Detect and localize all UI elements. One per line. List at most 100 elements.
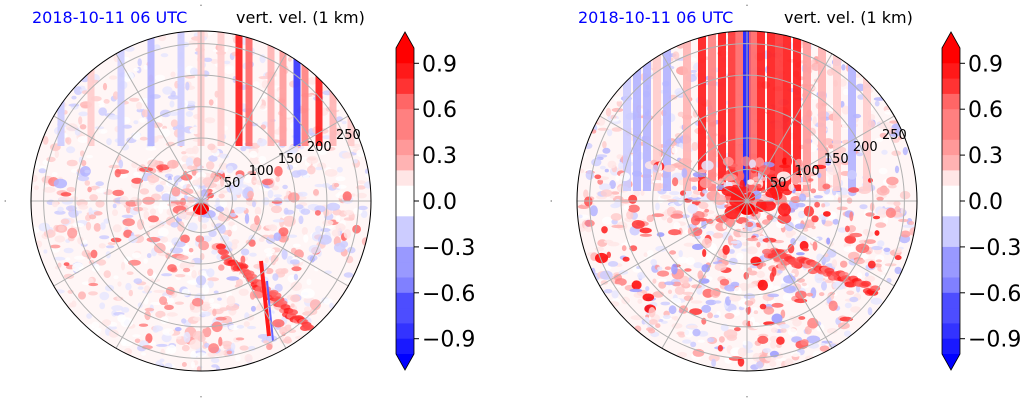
field-cell <box>840 161 851 166</box>
field-cell <box>603 289 613 294</box>
turbulent-cell <box>268 234 275 239</box>
field-cell <box>900 230 911 238</box>
turbulent-cell <box>628 194 638 204</box>
field-cell <box>718 336 725 343</box>
field-cell <box>746 246 758 255</box>
field-cell <box>156 135 165 139</box>
turbulent-cell <box>727 235 734 246</box>
turbulent-cell <box>694 217 708 222</box>
field-cell <box>713 300 722 304</box>
turbulent-cell <box>157 205 171 210</box>
turbulent-cell <box>236 324 245 329</box>
colorbar-segment <box>396 170 414 187</box>
field-cell <box>82 239 88 245</box>
field-cell <box>38 168 47 174</box>
field-cell <box>181 344 190 352</box>
turbulent-cell <box>722 175 736 182</box>
turbulent-cell <box>233 206 245 214</box>
updraft-streak <box>663 31 671 191</box>
field-cell <box>71 95 77 100</box>
turbulent-cell <box>133 171 144 177</box>
turbulent-cell <box>650 259 657 266</box>
turbulent-cell <box>183 267 191 273</box>
field-cell <box>600 280 608 285</box>
turbulent-cell <box>771 313 783 324</box>
field-cell <box>91 321 100 329</box>
turbulent-cell <box>704 208 710 213</box>
turbulent-cell <box>632 170 642 177</box>
turbulent-cell <box>670 213 684 219</box>
field-cell <box>343 272 354 278</box>
field-cell <box>256 138 267 147</box>
turbulent-cell <box>145 333 153 344</box>
turbulent-cell <box>159 296 168 305</box>
field-cell <box>607 261 619 267</box>
turbulent-cell <box>72 262 84 273</box>
field-cell <box>275 176 280 183</box>
field-cell <box>185 111 194 117</box>
turbulent-cell <box>844 235 856 244</box>
field-cell <box>207 143 216 151</box>
field-cell <box>678 332 686 338</box>
field-cell <box>705 299 717 306</box>
field-cell <box>140 352 147 356</box>
turbulent-cell <box>180 188 194 195</box>
turbulent-cell <box>747 267 753 272</box>
field-cell <box>317 150 328 155</box>
turbulent-cell <box>601 226 608 234</box>
field-cell <box>763 306 775 315</box>
turbulent-cell <box>108 164 120 169</box>
field-cell <box>610 191 620 195</box>
field-cell <box>637 298 643 304</box>
field-cell <box>315 225 322 233</box>
field-cell <box>73 255 86 260</box>
field-cell <box>678 250 683 258</box>
turbulent-cell <box>715 214 729 223</box>
turbulent-cell <box>187 222 198 232</box>
turbulent-cell <box>660 194 672 199</box>
field-cell <box>605 107 612 117</box>
turbulent-cell <box>147 215 159 223</box>
angular-tick-dot <box>550 200 552 202</box>
turbulent-cell <box>657 270 670 277</box>
colorbar-segment <box>942 277 960 294</box>
turbulent-cell <box>692 227 703 237</box>
field-cell <box>112 224 122 233</box>
field-cell <box>211 357 220 364</box>
field-cell <box>360 210 368 219</box>
field-cell <box>231 239 240 245</box>
turbulent-cell <box>123 229 133 238</box>
field-cell <box>228 324 240 331</box>
colorbar-segment <box>942 216 960 233</box>
turbulent-cell <box>614 278 627 286</box>
grid-spoke <box>599 115 748 202</box>
grid-spoke <box>53 115 202 202</box>
field-cell <box>758 237 765 243</box>
field-cell <box>655 202 660 211</box>
turbulent-cell <box>779 164 791 169</box>
field-cell <box>661 320 668 324</box>
updraft-streak <box>301 31 309 146</box>
turbulent-cell <box>828 300 838 312</box>
field-cell <box>101 319 112 326</box>
grid-spoke <box>599 200 748 287</box>
turbulent-cell <box>697 339 705 343</box>
turbulent-cell <box>796 252 805 256</box>
field-cell <box>153 205 159 209</box>
turbulent-cell <box>669 250 677 255</box>
colorbar-tick-label: −0.6 <box>968 282 1021 307</box>
turbulent-cell <box>281 248 288 260</box>
turbulent-cell <box>713 314 720 318</box>
turbulent-cell <box>72 222 85 228</box>
colorbar-segment <box>942 246 960 263</box>
turbulent-cell <box>322 219 334 226</box>
turbulent-cell <box>744 300 754 306</box>
turbulent-cell <box>689 308 703 315</box>
turbulent-cell <box>176 255 189 261</box>
field-cell <box>86 154 93 159</box>
field-cell <box>770 327 778 334</box>
field-cell <box>837 194 850 198</box>
field-cell <box>870 297 883 305</box>
field-cell <box>105 245 115 249</box>
field-cell <box>271 185 279 191</box>
